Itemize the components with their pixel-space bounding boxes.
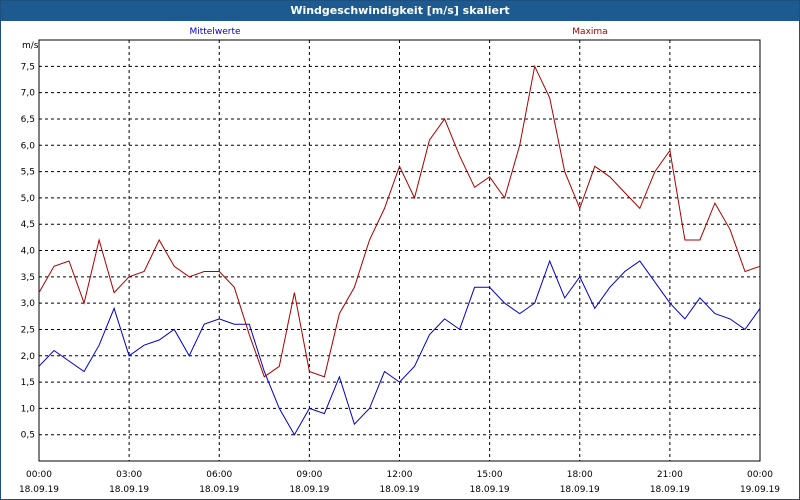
y-tick-label: 4,0: [21, 247, 36, 257]
x-tick-time: 00:00: [26, 470, 52, 480]
x-tick-date: 18.09.19: [199, 485, 239, 495]
x-tick-date: 18.09.19: [470, 485, 510, 495]
y-tick-label: 1,5: [21, 378, 35, 388]
x-tick-date: 19.09.19: [740, 485, 780, 495]
x-tick-date: 18.09.19: [19, 485, 59, 495]
grid-lines: [39, 40, 760, 461]
x-tick-time: 00:00: [747, 470, 773, 480]
x-tick-time: 21:00: [657, 470, 683, 480]
y-tick-label: 1,0: [21, 404, 36, 414]
y-tick-label: 7,0: [21, 89, 36, 99]
x-tick-time: 18:00: [567, 470, 593, 480]
y-tick-label: 5,0: [21, 194, 36, 204]
x-tick-time: 12:00: [387, 470, 413, 480]
x-tick-date: 18.09.19: [650, 485, 690, 495]
legend-maxima: Maxima: [572, 27, 607, 37]
x-tick-date: 18.09.19: [379, 485, 419, 495]
x-tick-date: 18.09.19: [109, 485, 149, 495]
x-tick-time: 15:00: [477, 470, 503, 480]
x-tick-date: 18.09.19: [289, 485, 329, 495]
y-tick-label: 5,5: [21, 168, 35, 178]
series-line-mittelwerte: [38, 259, 761, 436]
x-tick-time: 09:00: [296, 470, 322, 480]
y-tick-label: 2,5: [21, 325, 35, 335]
y-axis-ticks: 0,5 1,0 1,5 2,0 2,5 3,0 3,5 4,0 4,5 5,0 5,5 6,0 6,5 7…: [21, 62, 36, 440]
y-tick-label: 4,5: [21, 220, 35, 230]
legend-mittelwerte: Mittelwerte: [189, 27, 240, 37]
x-axis-ticks: 00:00 18.09.19 03:00 18.09.19 06:00 18.09.19 0…: [19, 470, 780, 495]
y-tick-label: 6,0: [21, 141, 36, 151]
y-tick-label: 3,5: [21, 273, 35, 283]
y-tick-label: 0,5: [21, 431, 35, 441]
y-tick-label: 7,5: [21, 62, 35, 72]
y-tick-label: 3,0: [21, 299, 36, 309]
x-tick-date: 18.09.19: [560, 485, 600, 495]
series-group: [38, 64, 761, 436]
y-tick-label: 6,5: [21, 115, 35, 125]
y-axis-label: m/s: [22, 41, 39, 51]
y-tick-label: 2,0: [21, 352, 36, 362]
x-tick-time: 06:00: [206, 470, 232, 480]
window-title: Windgeschwindigkeit [m/s] skaliert: [1, 1, 799, 21]
x-tick-time: 03:00: [116, 470, 142, 480]
series-line-maxima: [38, 64, 761, 378]
